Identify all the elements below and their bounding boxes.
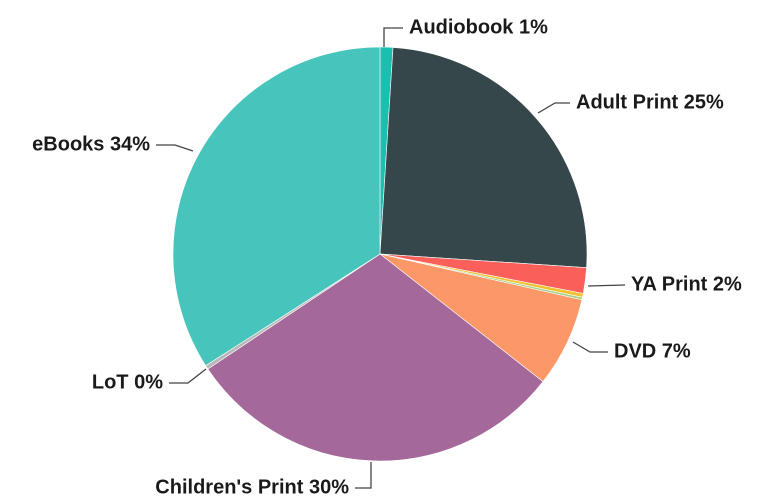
data-label-audiobook: Audiobook 1% [409, 16, 548, 38]
pie-slice-children-s-print [207, 253, 544, 462]
leader-line-dvd [572, 341, 608, 353]
leader-line-ya-print [587, 284, 626, 287]
data-label-children-s-print: Children's Print 30% [155, 476, 349, 497]
leader-line-lot [169, 368, 207, 384]
data-label-ebooks: eBooks 34% [32, 133, 150, 155]
data-label-adult-print: Adult Print 25% [576, 91, 724, 113]
data-label-lot: LoT 0% [92, 371, 163, 393]
pie-labels: Audiobook 1% Adult Print 25% YA Print 2% DV… [32, 16, 742, 497]
pie-slices [172, 46, 588, 462]
leader-line-children-s-print [355, 462, 372, 489]
leader-line-audiobook [383, 27, 403, 47]
data-label-ya-print: YA Print 2% [631, 273, 742, 295]
pie-slice-adult-print [379, 47, 588, 268]
data-label-dvd: DVD 7% [614, 340, 691, 362]
leader-line-adult-print [537, 102, 570, 114]
pie-slice-ebooks [172, 46, 381, 367]
leader-line-ebooks [156, 144, 194, 152]
